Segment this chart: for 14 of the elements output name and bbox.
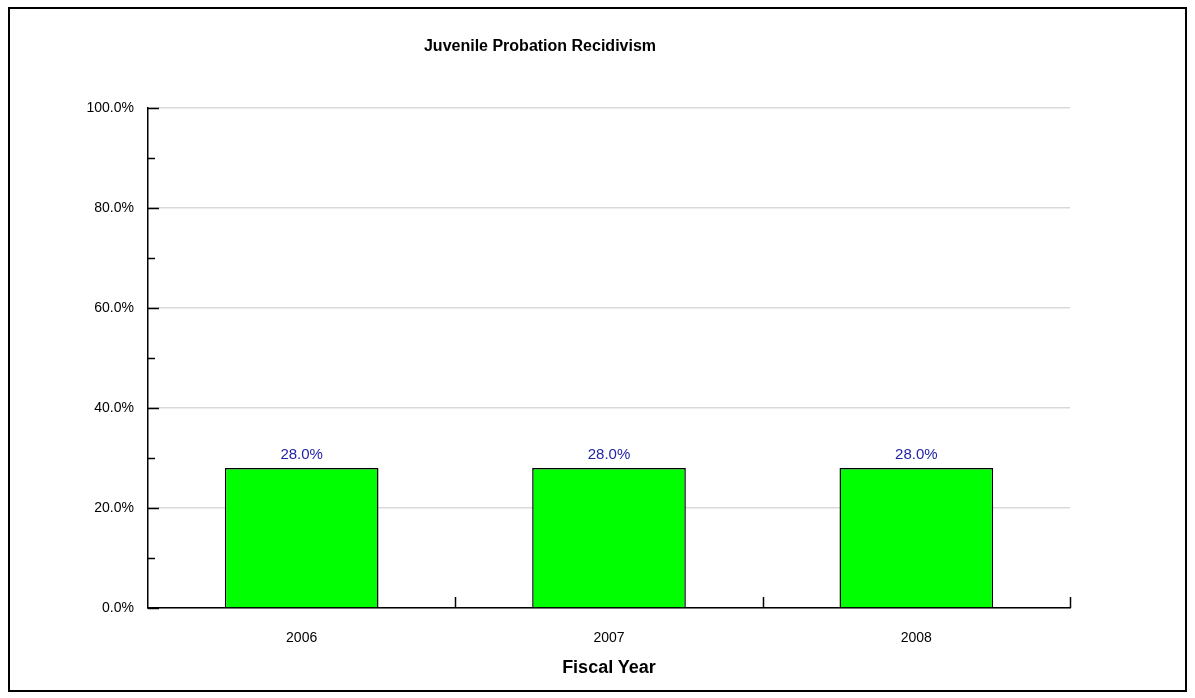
x-axis-title: Fiscal Year xyxy=(562,657,656,678)
x-tick-label: 2008 xyxy=(900,629,933,646)
chart-title: Juvenile Probation Recidivism xyxy=(423,37,657,55)
x-tick-label: 2007 xyxy=(593,629,625,646)
data-label: 28.0% xyxy=(895,444,938,462)
y-tick-label: 40.0% xyxy=(94,398,134,415)
y-tick-label: 100.0% xyxy=(86,99,134,116)
y-tick-label: 80.0% xyxy=(94,199,134,216)
data-label: 28.0% xyxy=(280,444,323,462)
y-tick-label: 20.0% xyxy=(94,498,134,515)
x-tick-label: 2006 xyxy=(286,629,318,646)
data-label: 28.0% xyxy=(587,444,631,462)
y-tick-label: 60.0% xyxy=(94,298,134,315)
y-tick-label: 0.0% xyxy=(102,598,134,615)
